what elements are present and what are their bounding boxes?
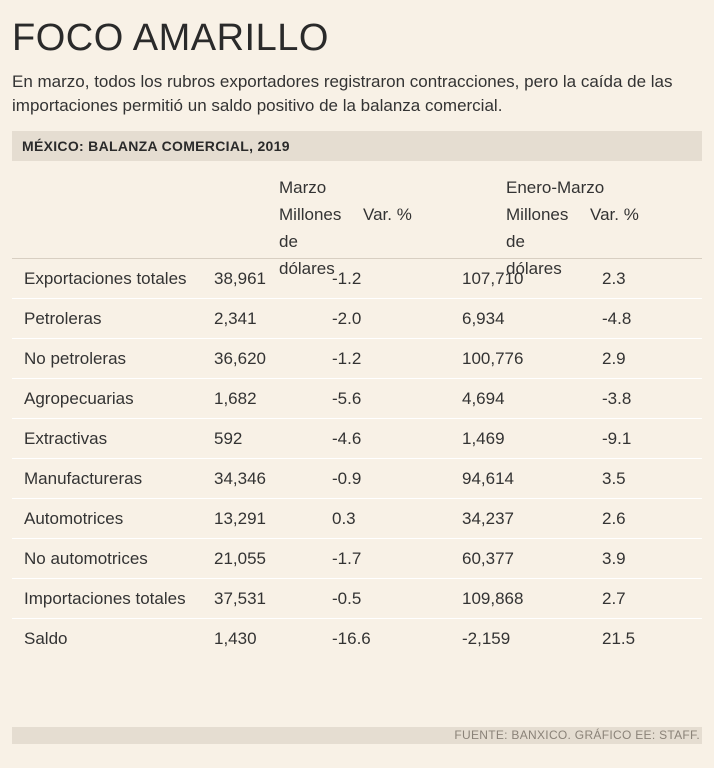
enero-marzo-var-value: -4.8 — [602, 298, 702, 339]
row-label: Exportaciones totales — [12, 258, 214, 299]
table-row: Saldo 1,430 -16.6 -2,159 21.5 — [12, 618, 702, 658]
enero-marzo-var-value: 2.7 — [602, 578, 702, 619]
marzo-millones-value: 13,291 — [214, 498, 332, 539]
header-marzo-col2-label: Var. % — [363, 205, 412, 224]
trade-balance-table: Exportaciones totales 38,961 -1.2 107,710 2.… — [12, 258, 702, 658]
table-row: Petroleras 2,341 -2.0 6,934 -4.8 — [12, 298, 702, 339]
header-marzo-period: Marzo — [279, 178, 327, 197]
enero-marzo-millones-value: 1,469 — [462, 418, 602, 459]
row-label: Petroleras — [12, 298, 214, 339]
enero-marzo-millones-value: 107,710 — [462, 258, 602, 299]
header-enero-marzo-col2-label: Var. % — [590, 205, 639, 224]
enero-marzo-var-value: 3.5 — [602, 458, 702, 499]
row-label: Saldo — [12, 618, 214, 658]
header-enero-marzo-period: Enero-Marzo — [506, 178, 605, 197]
table-row: Exportaciones totales 38,961 -1.2 107,710 2.… — [12, 258, 702, 299]
table-row: No petroleras 36,620 -1.2 100,776 2.9 — [12, 338, 702, 379]
row-label: Agropecuarias — [12, 378, 214, 419]
enero-marzo-millones-value: 60,377 — [462, 538, 602, 579]
marzo-millones-value: 21,055 — [214, 538, 332, 579]
marzo-var-value: -4.6 — [332, 418, 462, 459]
enero-marzo-var-value: 2.6 — [602, 498, 702, 539]
subtitle: En marzo, todos los rubros exportadores … — [12, 72, 673, 115]
marzo-var-value: 0.3 — [332, 498, 462, 539]
row-label: Automotrices — [12, 498, 214, 539]
enero-marzo-millones-value: 94,614 — [462, 458, 602, 499]
row-label: Extractivas — [12, 418, 214, 459]
source-credit: FUENTE: BANXICO. GRÁFICO EE: STAFF. — [454, 728, 700, 742]
header-marzo: Marzo — [279, 174, 479, 201]
marzo-millones-value: 36,620 — [214, 338, 332, 379]
marzo-millones-value: 1,430 — [214, 618, 332, 658]
marzo-var-value: -1.7 — [332, 538, 462, 579]
row-label: Importaciones totales — [12, 578, 214, 619]
enero-marzo-var-value: 2.9 — [602, 338, 702, 379]
marzo-millones-value: 37,531 — [214, 578, 332, 619]
table-row: No automotrices 21,055 -1.7 60,377 3.9 — [12, 538, 702, 579]
marzo-var-value: -16.6 — [332, 618, 462, 658]
enero-marzo-var-value: -9.1 — [602, 418, 702, 459]
table-row: Automotrices 13,291 0.3 34,237 2.6 — [12, 498, 702, 539]
marzo-millones-value: 34,346 — [214, 458, 332, 499]
header-enero-marzo: Enero-Marzo — [506, 174, 706, 201]
enero-marzo-millones-value: -2,159 — [462, 618, 602, 658]
header-marzo-col2: Var. % — [363, 201, 443, 228]
marzo-var-value: -5.6 — [332, 378, 462, 419]
enero-marzo-millones-value: 4,694 — [462, 378, 602, 419]
marzo-var-value: -2.0 — [332, 298, 462, 339]
marzo-millones-value: 1,682 — [214, 378, 332, 419]
enero-marzo-millones-value: 6,934 — [462, 298, 602, 339]
marzo-millones-value: 2,341 — [214, 298, 332, 339]
source-bar: FUENTE: BANXICO. GRÁFICO EE: STAFF. — [12, 727, 702, 744]
marzo-var-value: -1.2 — [332, 258, 462, 299]
marzo-var-value: -1.2 — [332, 338, 462, 379]
enero-marzo-millones-value: 100,776 — [462, 338, 602, 379]
enero-marzo-millones-value: 34,237 — [462, 498, 602, 539]
enero-marzo-var-value: -3.8 — [602, 378, 702, 419]
marzo-var-value: -0.9 — [332, 458, 462, 499]
marzo-millones-value: 38,961 — [214, 258, 332, 299]
enero-marzo-var-value: 2.3 — [602, 258, 702, 299]
enero-marzo-var-value: 3.9 — [602, 538, 702, 579]
header-enero-marzo-col2: Var. % — [590, 201, 670, 228]
row-label: Manufactureras — [12, 458, 214, 499]
row-label: No petroleras — [12, 338, 214, 379]
enero-marzo-millones-value: 109,868 — [462, 578, 602, 619]
section-title: MÉXICO: BALANZA COMERCIAL, 2019 — [22, 138, 290, 154]
marzo-millones-value: 592 — [214, 418, 332, 459]
table-body: Exportaciones totales 38,961 -1.2 107,710 2.… — [12, 258, 702, 658]
table-row: Extractivas 592 -4.6 1,469 -9.1 — [12, 418, 702, 459]
marzo-var-value: -0.5 — [332, 578, 462, 619]
page-title: FOCO AMARILLO — [12, 17, 329, 59]
table-row: Importaciones totales 37,531 -0.5 109,868 2.… — [12, 578, 702, 619]
table-row: Manufactureras 34,346 -0.9 94,614 3.5 — [12, 458, 702, 499]
enero-marzo-var-value: 21.5 — [602, 618, 702, 658]
row-label: No automotrices — [12, 538, 214, 579]
section-header-bar: MÉXICO: BALANZA COMERCIAL, 2019 — [12, 131, 702, 161]
table-row: Agropecuarias 1,682 -5.6 4,694 -3.8 — [12, 378, 702, 419]
